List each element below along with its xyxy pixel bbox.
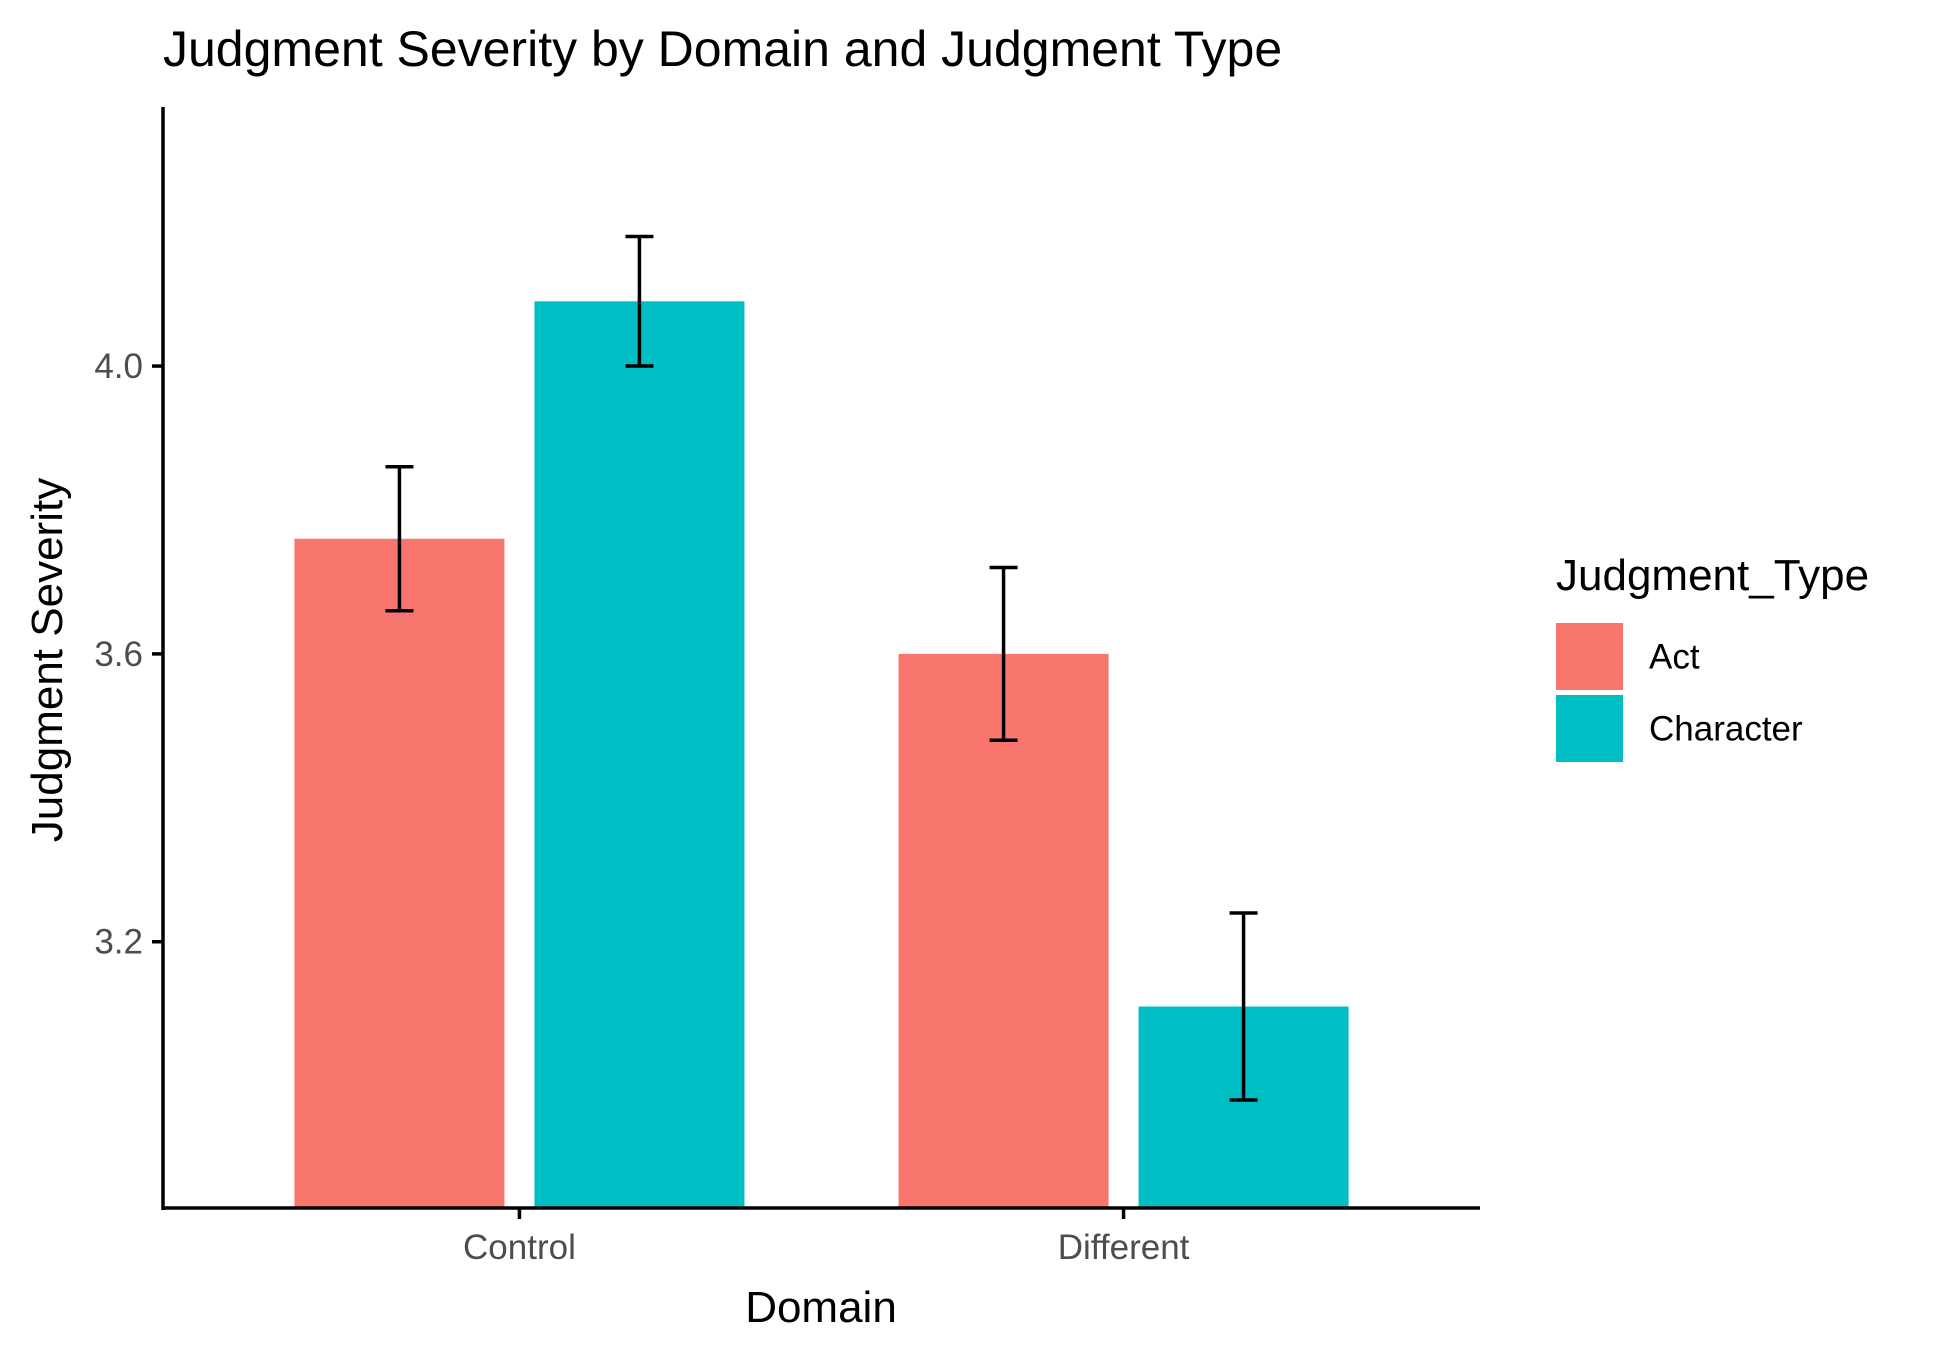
y-axis-ticks: 3.2 3.6 4.0 bbox=[94, 347, 163, 962]
y-tick-label: 3.2 bbox=[94, 923, 143, 962]
bar-control-act bbox=[294, 538, 505, 1208]
x-tick-label: Control bbox=[463, 1228, 576, 1267]
error-bar-control-character bbox=[625, 234, 654, 368]
plot-area bbox=[294, 234, 1349, 1208]
error-bar-different-character bbox=[1229, 911, 1258, 1102]
legend-title: Judgment_Type bbox=[1556, 551, 1869, 600]
legend-label-act: Act bbox=[1649, 638, 1700, 677]
chart-title: Judgment Severity by Domain and Judgment… bbox=[163, 21, 1282, 77]
x-axis-ticks: Control Different bbox=[463, 1208, 1190, 1267]
error-bar-different-act bbox=[989, 565, 1018, 743]
x-tick-label: Different bbox=[1058, 1228, 1190, 1267]
y-tick-label: 4.0 bbox=[94, 347, 143, 386]
bar-control-character bbox=[534, 301, 745, 1208]
bar-different-act bbox=[898, 653, 1109, 1208]
legend-key-character bbox=[1556, 695, 1623, 762]
error-bar-control-act bbox=[385, 465, 414, 613]
y-tick-label: 3.6 bbox=[94, 635, 143, 674]
legend-label-character: Character bbox=[1649, 710, 1803, 749]
legend-key-act bbox=[1556, 623, 1623, 690]
x-axis-title: Domain bbox=[745, 1283, 897, 1332]
y-axis-title: Judgment Severity bbox=[23, 478, 72, 842]
legend: Judgment_Type Act Character bbox=[1556, 551, 1869, 762]
